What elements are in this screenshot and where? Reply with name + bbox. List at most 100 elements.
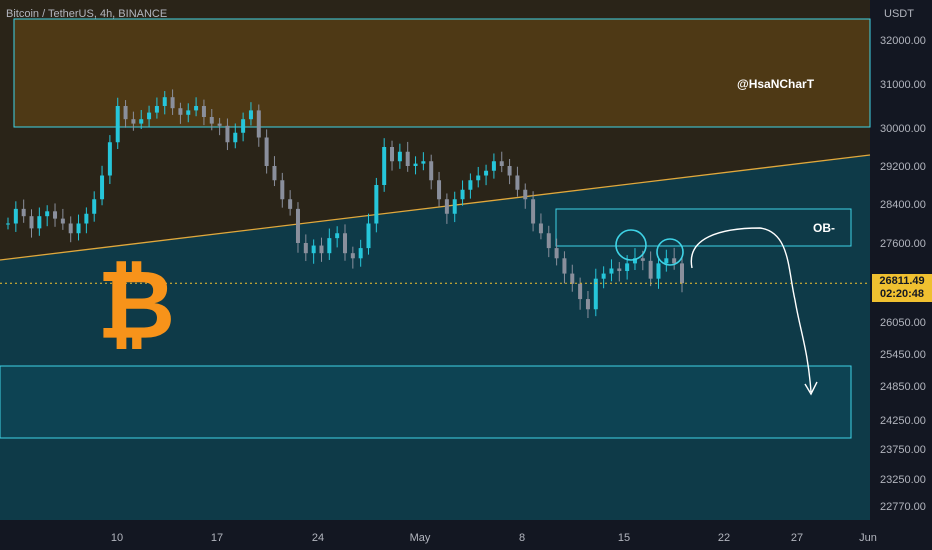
candle-body: [233, 132, 238, 143]
candle-body: [609, 268, 614, 274]
bar-countdown: 02:20:48: [879, 288, 925, 300]
candle-body: [303, 243, 308, 254]
candle-body: [374, 185, 379, 224]
candle-body: [13, 208, 18, 224]
candle-body: [397, 151, 402, 162]
projection-arrowhead: [804, 381, 818, 396]
price-tick-label: 30000.00: [880, 123, 926, 135]
candle-body: [366, 223, 371, 249]
candle-body: [507, 166, 512, 176]
candle-body: [476, 175, 481, 181]
candle-body: [601, 273, 606, 279]
candle-body: [45, 211, 50, 217]
time-tick-label: 15: [618, 532, 630, 544]
candle-body: [585, 299, 590, 310]
demand-zone-box: [0, 365, 852, 439]
price-tick-label: 23250.00: [880, 474, 926, 486]
watermark-label: @HsaNCharT: [737, 77, 815, 91]
candle-body: [554, 248, 559, 259]
price-tick-label: 22770.00: [880, 501, 926, 513]
candle-body: [343, 233, 347, 254]
candle-body: [139, 119, 144, 124]
candle-body: [531, 199, 536, 224]
candle-body: [6, 223, 10, 225]
candle-body: [21, 208, 26, 217]
candle-body: [295, 208, 300, 243]
marker-circle: [656, 238, 684, 266]
candle-body: [625, 263, 630, 272]
candle-body: [460, 189, 465, 200]
time-tick-label: 10: [111, 532, 123, 544]
candle-body: [256, 110, 261, 138]
current-price: 26811.49: [879, 275, 925, 287]
current-price-tag: 26811.49 02:20:48: [872, 274, 932, 302]
marker-circle: [615, 229, 647, 261]
supply-zone-box: [13, 18, 871, 128]
candle-body: [225, 125, 230, 143]
candle-body: [170, 97, 175, 109]
candle-body: [538, 223, 543, 234]
candle-body: [248, 110, 253, 120]
candle-body: [468, 180, 473, 190]
candle-body: [264, 137, 269, 166]
candle-body: [272, 166, 277, 181]
candle-body: [664, 258, 669, 264]
candle-body: [382, 147, 387, 185]
candle-body: [217, 123, 222, 126]
candle-body: [115, 106, 120, 143]
candle-body: [107, 142, 112, 176]
time-tick-label: 17: [211, 532, 223, 544]
price-tick-label: 26050.00: [880, 317, 926, 329]
candle-body: [154, 106, 159, 113]
ob-zone-box: [555, 208, 852, 247]
candle-body: [201, 106, 206, 117]
time-tick-label: 27: [791, 532, 803, 544]
candle-body: [429, 161, 434, 181]
candle-body: [484, 170, 489, 176]
candle-body: [37, 216, 42, 229]
candle-body: [186, 110, 191, 115]
price-tick-label: 27600.00: [880, 238, 926, 250]
candle-body: [413, 163, 418, 166]
candle-body: [452, 199, 457, 214]
symbol-title: Bitcoin / TetherUS, 4h, BINANCE: [6, 8, 168, 20]
candle-body: [593, 278, 598, 310]
candle-body: [617, 268, 622, 272]
candle-body: [358, 248, 363, 259]
candle-body: [570, 273, 575, 284]
bitcoin-symbol: ₿: [97, 249, 175, 361]
candle-body: [546, 233, 551, 249]
candle-body: [68, 223, 73, 234]
candle-body: [319, 245, 324, 254]
candle-body: [53, 211, 58, 219]
candle-body: [100, 175, 105, 200]
candle-body: [84, 213, 89, 224]
candle-body: [178, 108, 183, 115]
price-tick-label: 25450.00: [880, 349, 926, 361]
candle-body: [648, 260, 653, 279]
candle-body: [194, 106, 199, 111]
candle-body: [162, 97, 167, 106]
candle-body: [499, 161, 504, 166]
price-tick-label: 24850.00: [880, 381, 926, 393]
candle-body: [578, 283, 583, 300]
ob-label: OB-: [813, 221, 835, 235]
candle-body: [444, 199, 449, 214]
candle-body: [640, 258, 645, 261]
price-tick-label: 28400.00: [880, 199, 926, 211]
candle-body: [209, 117, 214, 124]
time-tick-label: Jun: [859, 532, 877, 544]
candle-body: [311, 245, 316, 254]
candle-body: [92, 199, 97, 214]
candle-body: [680, 263, 684, 284]
candle-body: [437, 180, 442, 200]
candle-body: [390, 147, 395, 162]
projection-arrow-path: [690, 227, 812, 393]
candle-body: [327, 238, 332, 254]
candle-body: [562, 258, 567, 274]
price-tick-label: 29200.00: [880, 161, 926, 173]
candle-body: [523, 189, 528, 200]
candle-body: [280, 180, 285, 200]
